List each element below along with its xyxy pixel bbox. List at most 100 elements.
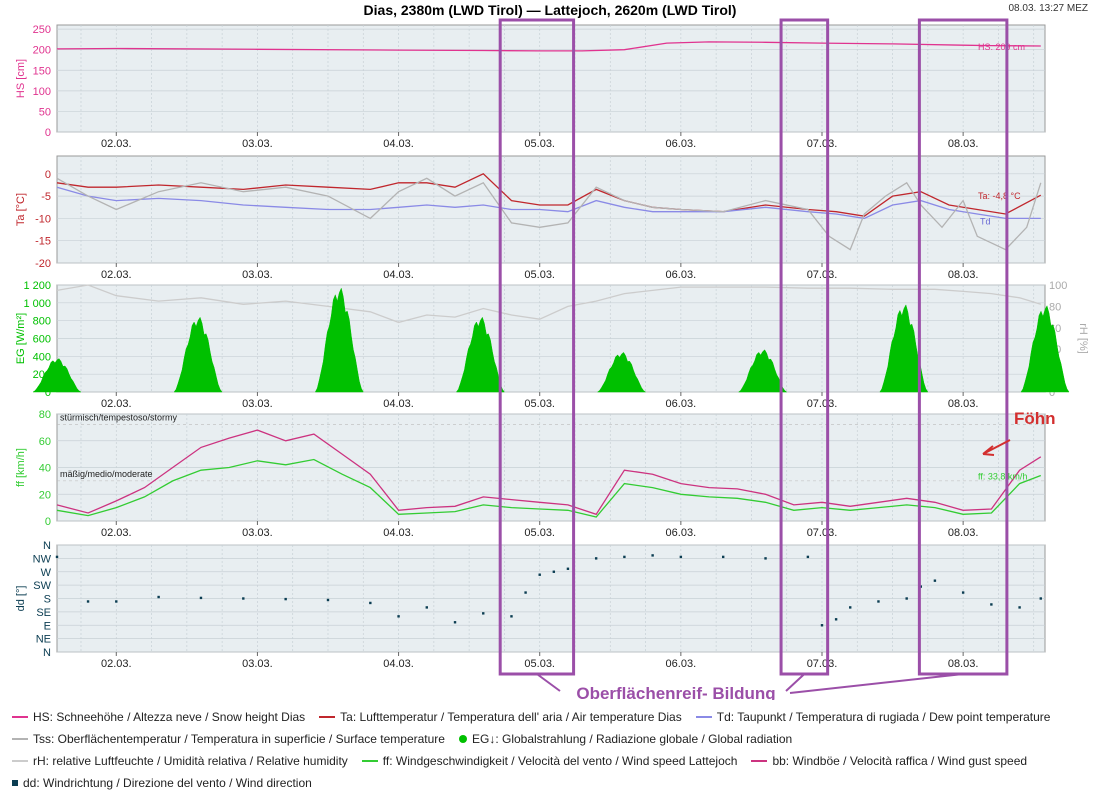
series-dd-point <box>651 554 654 557</box>
xtick-label: 02.03. <box>101 398 132 410</box>
xtick-label: 08.03. <box>948 269 979 281</box>
xtick-label: 07.03. <box>807 269 838 281</box>
ytick-label-ff: 40 <box>39 463 51 475</box>
xtick-label: 06.03. <box>666 527 697 539</box>
ytick-label-eg: 0 <box>45 387 51 399</box>
legend-swatch-tss <box>12 738 28 740</box>
ytick-label-hs: 100 <box>33 86 51 98</box>
series-dd-point <box>990 603 993 606</box>
legend-row: HS: Schneehöhe / Altezza neve / Snow hei… <box>12 706 1092 728</box>
xtick-label: 02.03. <box>101 138 132 150</box>
end-label-hs: HS: 209 cm <box>978 42 1025 52</box>
xtick-label: 04.03. <box>383 138 414 150</box>
legend-row: rH: relative Luftfeuchte / Umidità relat… <box>12 750 1092 772</box>
ytick-label-hs: 150 <box>33 65 51 77</box>
xtick-label: 04.03. <box>383 658 414 670</box>
ytick-label-eg: 1 200 <box>23 280 51 292</box>
ylabel-ff: ff [km/h] <box>15 448 27 487</box>
ytick-label-dd: N <box>43 647 51 659</box>
end-label-td: Td <box>980 216 991 226</box>
series-dd-point <box>679 555 683 559</box>
xtick-label: 07.03. <box>807 398 838 410</box>
xtick-label: 06.03. <box>666 658 697 670</box>
series-dd-point <box>284 597 287 601</box>
ytick-label-ta: -20 <box>35 258 51 270</box>
ylabel-right-eg: rH [%] <box>1077 323 1089 354</box>
hoar-frost-connector <box>536 673 561 692</box>
xtick-label: 06.03. <box>666 269 697 281</box>
ytick-label-ff: 20 <box>39 489 51 501</box>
series-ff-line <box>56 458 1042 518</box>
series-dd-point <box>199 596 203 600</box>
ytick-label-right-eg: 80 <box>1049 301 1061 313</box>
legend-item-bb: bb: Windböe / Velocità raffica / Wind gu… <box>751 754 1027 768</box>
series-dd-point <box>877 600 880 603</box>
series-dd-point <box>538 573 541 576</box>
ytick-label-hs: 50 <box>39 106 51 118</box>
series-dd-point <box>1018 606 1021 609</box>
xtick-label: 07.03. <box>807 138 838 150</box>
zone-label: stürmisch/tempestoso/stormy <box>60 413 178 423</box>
legend-item-hs: HS: Schneehöhe / Altezza neve / Snow hei… <box>12 710 305 724</box>
legend-label-rh: rH: relative Luftfeuchte / Umidità relat… <box>33 754 348 768</box>
ytick-label-dd: NW <box>33 553 52 565</box>
series-dd-point <box>834 618 838 621</box>
ytick-label-dd: S <box>44 594 51 606</box>
legend-label-td: Td: Taupunkt / Temperatura di rugiada / … <box>716 710 1051 724</box>
legend-label-ta: Ta: Lufttemperatur / Temperatura dell' a… <box>340 710 682 724</box>
foehn-arrow <box>982 439 1011 456</box>
ytick-label-ta: -5 <box>41 191 51 203</box>
legend-swatch-ta <box>319 716 336 718</box>
series-rh-line <box>56 284 1041 324</box>
legend-swatch-dd <box>12 780 18 786</box>
xtick-label: 07.03. <box>807 527 838 539</box>
foehn-label: Föhn <box>1014 409 1056 428</box>
xtick-label: 03.03. <box>242 269 273 281</box>
series-dd-point <box>425 606 428 609</box>
series-dd-point <box>594 557 598 560</box>
series-dd-point <box>55 555 59 559</box>
end-label-ff: ff: 33,8 km/h <box>978 472 1027 482</box>
ytick-label-ta: -10 <box>35 213 51 225</box>
xtick-label: 02.03. <box>101 658 132 670</box>
legend-item-rh: rH: relative Luftfeuchte / Umidità relat… <box>12 754 348 768</box>
xtick-label: 06.03. <box>666 138 697 150</box>
series-dd-point <box>115 600 118 603</box>
xtick-label: 08.03. <box>948 527 979 539</box>
xtick-label: 05.03. <box>524 658 555 670</box>
xtick-label: 05.03. <box>524 138 555 150</box>
series-dd-point <box>764 557 767 560</box>
ytick-label-hs: 200 <box>33 45 51 57</box>
series-dd-point <box>482 612 485 615</box>
series-dd-point <box>1039 597 1042 600</box>
legend-item-dd: dd: Windrichtung / Direzione del vento /… <box>12 776 312 790</box>
series-dd-point <box>566 567 570 570</box>
legend-swatch-bb <box>751 760 768 762</box>
series-dd-point <box>326 598 330 602</box>
ytick-label-right-eg: 0 <box>1049 387 1055 399</box>
legend-label-bb: bb: Windböe / Velocità raffica / Wind gu… <box>772 754 1028 768</box>
ylabel-hs: HS [cm] <box>15 59 27 98</box>
series-dd-point <box>905 597 908 600</box>
series-dd-point <box>849 606 852 609</box>
xtick-label: 02.03. <box>101 527 132 539</box>
xtick-label: 02.03. <box>101 269 132 281</box>
legend-item-td: Td: Taupunkt / Temperatura di rugiada / … <box>695 710 1051 724</box>
xtick-label: 05.03. <box>524 269 555 281</box>
legend-label-dd: dd: Windrichtung / Direzione del vento /… <box>23 776 312 790</box>
ylabel-ta: Ta [°C] <box>15 193 27 226</box>
legend-label-tss: Tss: Oberflächentemperatur / Temperatura… <box>33 732 445 746</box>
legend-swatch-td <box>695 716 712 718</box>
ylabel-eg: EG [W/m²] <box>15 313 27 364</box>
ytick-label-dd: E <box>44 620 51 632</box>
legend-row: dd: Windrichtung / Direzione del vento /… <box>12 772 1092 794</box>
xtick-label: 08.03. <box>948 138 979 150</box>
series-eg-day-area <box>173 316 223 393</box>
xtick-label: 07.03. <box>807 658 838 670</box>
xtick-label: 08.03. <box>948 398 979 410</box>
legend-label-eg: EG↓: Globalstrahlung / Radiazione global… <box>471 732 793 746</box>
series-dd-point <box>552 570 556 573</box>
zone-label: mäßig/medio/moderate <box>60 469 153 479</box>
xtick-label: 08.03. <box>948 658 979 670</box>
